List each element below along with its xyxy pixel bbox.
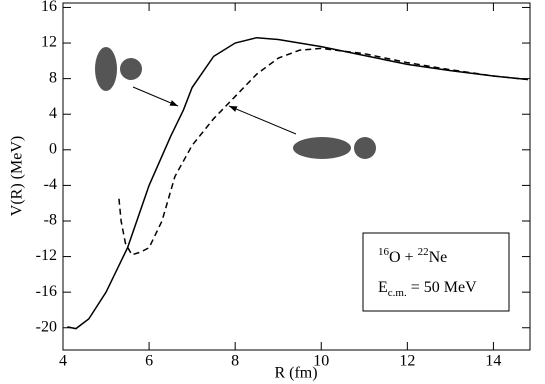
y-tick-label: -16 (36, 283, 57, 300)
x-axis-title: R (fm) (274, 365, 317, 382)
y-tick-label: -8 (44, 212, 57, 229)
y-tick-label: 4 (49, 105, 57, 122)
curve (67, 36, 528, 330)
y-tick-label: 8 (49, 69, 57, 86)
y-tick-label: 16 (41, 0, 57, 15)
x-tick-label: 4 (59, 353, 67, 370)
annotation-box (362, 232, 510, 312)
x-tick-label: 8 (231, 353, 239, 370)
y-axis-title: V(R) (MeV) (9, 136, 26, 216)
nucleus: Ne (429, 249, 448, 266)
mass-number: 16 (378, 246, 390, 258)
energy-symbol: E (378, 279, 388, 296)
x-tick-label: 14 (485, 353, 501, 370)
mass-number: 22 (418, 246, 429, 258)
y-tick-label: 0 (49, 140, 57, 157)
x-tick-label: 10 (313, 353, 329, 370)
energy-subscript: c.m. (388, 287, 407, 299)
reaction-label: 16O + 22Ne (378, 246, 447, 266)
arrow (228, 105, 297, 135)
x-tick-label: 6 (145, 353, 153, 370)
y-tick-label: 12 (41, 34, 57, 51)
energy-label: Ec.m. = 50 MeV (378, 279, 477, 299)
x-tick-label: 12 (399, 353, 415, 370)
plot-frame (62, 2, 531, 351)
arrow (132, 86, 179, 107)
y-tick-label: -12 (36, 247, 57, 264)
y-tick-label: -4 (44, 176, 57, 193)
nucleus: O + (389, 249, 418, 266)
energy-value: = 50 MeV (407, 279, 477, 296)
y-tick-label: -20 (36, 318, 57, 335)
deformed-nucleus-icon (95, 47, 376, 159)
